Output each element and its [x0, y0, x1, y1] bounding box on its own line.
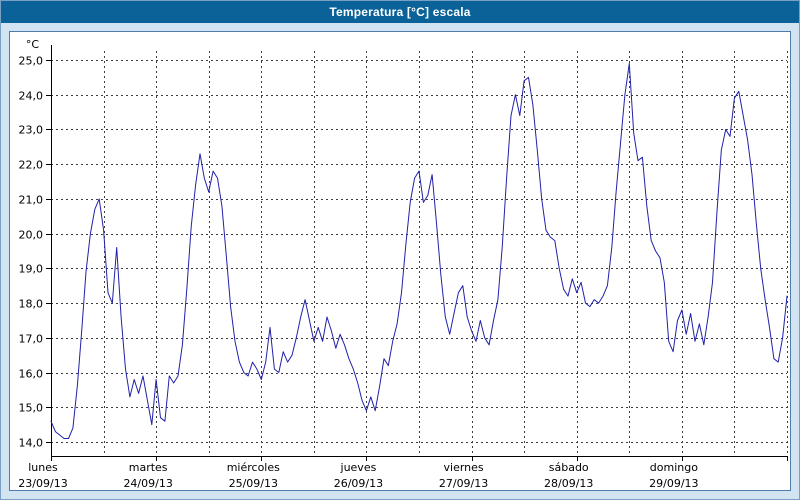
chart-title: Temperatura [°C] escala — [329, 5, 471, 19]
y-tick-label: 19,0 — [19, 263, 44, 276]
x-date-label: 27/09/13 — [439, 477, 488, 490]
x-day-label: martes — [129, 461, 168, 474]
x-date-label: 24/09/13 — [123, 477, 172, 490]
x-date-label: 23/09/13 — [18, 477, 67, 490]
y-tick-label: 15,0 — [19, 402, 44, 415]
y-tick-label: 20,0 — [19, 229, 44, 242]
y-tick-label: 18,0 — [19, 298, 44, 311]
y-tick-label: 23,0 — [19, 124, 44, 137]
x-date-label: 29/09/13 — [649, 477, 698, 490]
x-date-label: 26/09/13 — [334, 477, 383, 490]
x-day-label: jueves — [340, 461, 377, 474]
x-date-label: 28/09/13 — [544, 477, 593, 490]
temperature-line — [50, 63, 788, 439]
y-tick-label: 24,0 — [19, 90, 44, 103]
x-day-label: sábado — [549, 461, 589, 474]
y-tick-label: 25,0 — [19, 55, 44, 68]
title-bar: Temperatura [°C] escala — [1, 1, 799, 23]
x-day-label: viernes — [444, 461, 484, 474]
x-date-label: 25/09/13 — [229, 477, 278, 490]
y-tick-label: 22,0 — [19, 159, 44, 172]
x-day-label: miércoles — [227, 461, 280, 474]
x-day-label: domingo — [650, 461, 698, 474]
x-day-label: lunes — [28, 461, 58, 474]
y-tick-label: 16,0 — [19, 368, 44, 381]
y-tick-label: 21,0 — [19, 194, 44, 207]
y-tick-label: 17,0 — [19, 333, 44, 346]
y-tick-label: 14,0 — [19, 437, 44, 450]
y-axis-unit-label: °C — [26, 38, 40, 51]
